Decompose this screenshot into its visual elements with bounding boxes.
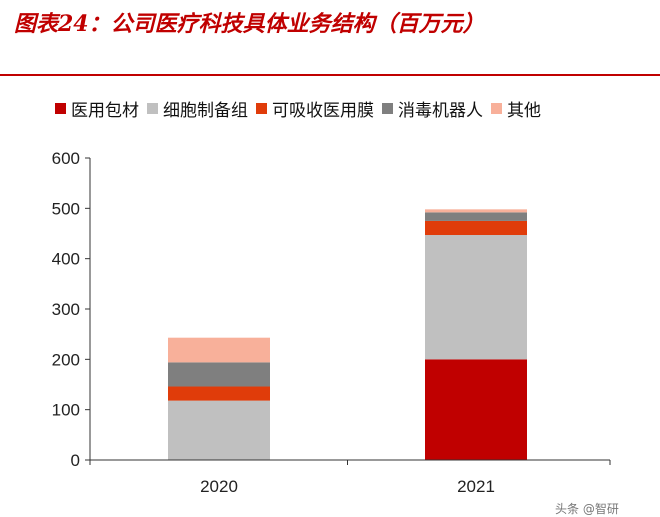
legend-swatch [382, 103, 393, 114]
axes-layer: 0 100 200 300 400 500 600 2020 2021 [52, 149, 611, 496]
bar-segment-2020-2 [168, 386, 270, 401]
bar-segment-2020-4 [168, 337, 270, 363]
bar-segment-2021-3 [425, 212, 527, 221]
bar-segment-2020-1 [168, 400, 270, 460]
legend-label: 消毒机器人 [398, 101, 483, 121]
legend-swatch [491, 103, 502, 114]
legend-label: 医用包材 [71, 101, 139, 121]
title-divider [0, 74, 660, 76]
y-tick-label: 100 [52, 401, 80, 420]
legend-label: 可吸收医用膜 [272, 101, 374, 121]
bar-segment-2021-4 [425, 209, 527, 213]
legend-label: 细胞制备组 [163, 101, 248, 121]
y-tick-label: 200 [52, 350, 80, 369]
legend-item-1: 细胞制备组 [147, 96, 248, 121]
bar-segment-2021-0 [425, 359, 527, 460]
bar-segment-2021-2 [425, 220, 527, 236]
legend-swatch [55, 103, 66, 114]
bar-segment-2020-3 [168, 362, 270, 387]
legend-swatch [147, 103, 158, 114]
y-tick-label: 400 [52, 250, 80, 269]
y-tick-label: 300 [52, 300, 80, 319]
legend-swatch [256, 103, 267, 114]
y-tick-label: 600 [52, 149, 80, 168]
x-tick-label: 2021 [457, 477, 495, 496]
legend-item-4: 其他 [491, 96, 541, 121]
bar-segment-2021-1 [425, 235, 527, 360]
bars-layer [168, 209, 527, 460]
legend-item-0: 医用包材 [55, 96, 139, 121]
footer-watermark: 头条 @智研 [555, 502, 619, 516]
legend: 医用包材 细胞制备组 可吸收医用膜 消毒机器人 其他 [55, 96, 549, 121]
legend-label: 其他 [507, 101, 541, 121]
legend-item-2: 可吸收医用膜 [256, 96, 374, 121]
legend-item-3: 消毒机器人 [382, 96, 483, 121]
x-tick-label: 2020 [200, 477, 238, 496]
y-tick-label: 0 [71, 451, 80, 470]
chart-title: 图表24：公司医疗科技具体业务结构（百万元） [14, 11, 485, 37]
y-tick-label: 500 [52, 199, 80, 218]
